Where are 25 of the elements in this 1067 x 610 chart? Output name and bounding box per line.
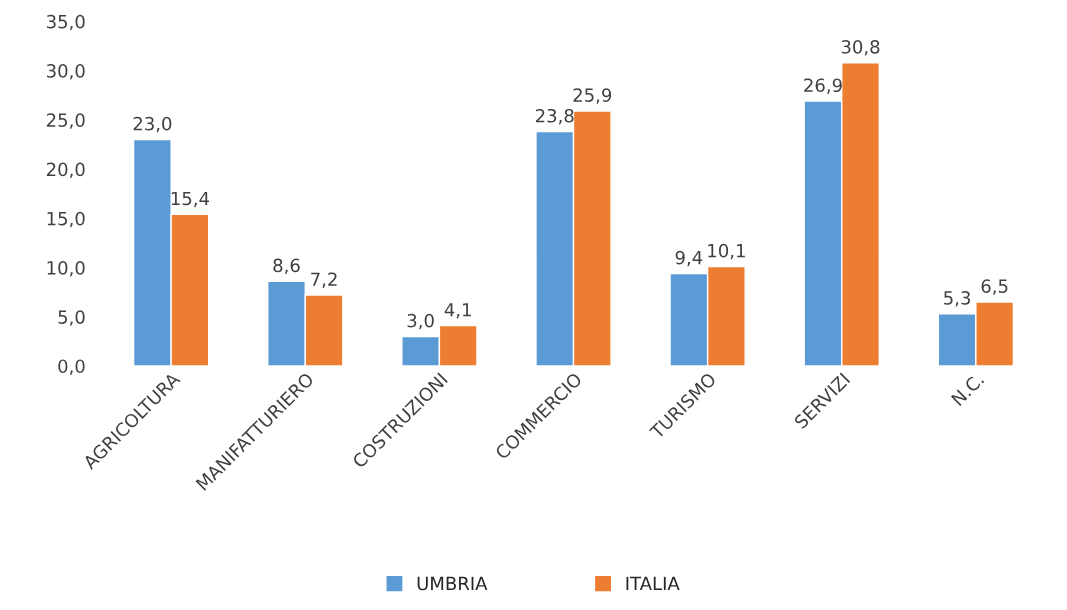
y-tick-label: 5,0 (58, 310, 85, 326)
y-tick-label: 15,0 (47, 211, 85, 228)
y-tick-label: 10,0 (47, 260, 85, 277)
y-tick-label: 25,0 (46, 113, 85, 129)
data-label: 23,8 (535, 108, 574, 125)
data-label: 5,3 (944, 291, 970, 307)
data-label: 15,4 (171, 191, 210, 208)
data-label: 30,8 (841, 40, 880, 56)
y-tick-label: 20,0 (46, 162, 85, 179)
data-label: 4,1 (444, 303, 471, 319)
data-label: 23,0 (133, 116, 172, 133)
data-label: 8,6 (273, 258, 300, 275)
legend-label: UMBRIA (417, 576, 488, 591)
y-tick-label: 30,0 (47, 64, 85, 80)
data-label: 7,2 (311, 272, 337, 288)
y-tick-label: 0,0 (58, 359, 85, 375)
data-label: 6,5 (981, 279, 1008, 295)
data-label: 3,0 (407, 313, 434, 330)
x-tick-label: N.C. (950, 372, 985, 407)
data-label: 26,9 (804, 78, 842, 94)
data-label: 10,1 (708, 243, 745, 260)
legend-label: ITALIA (626, 576, 680, 590)
data-label: 25,9 (573, 88, 612, 104)
data-label: 9,4 (675, 250, 703, 267)
y-tick-label: 35,0 (47, 14, 85, 31)
